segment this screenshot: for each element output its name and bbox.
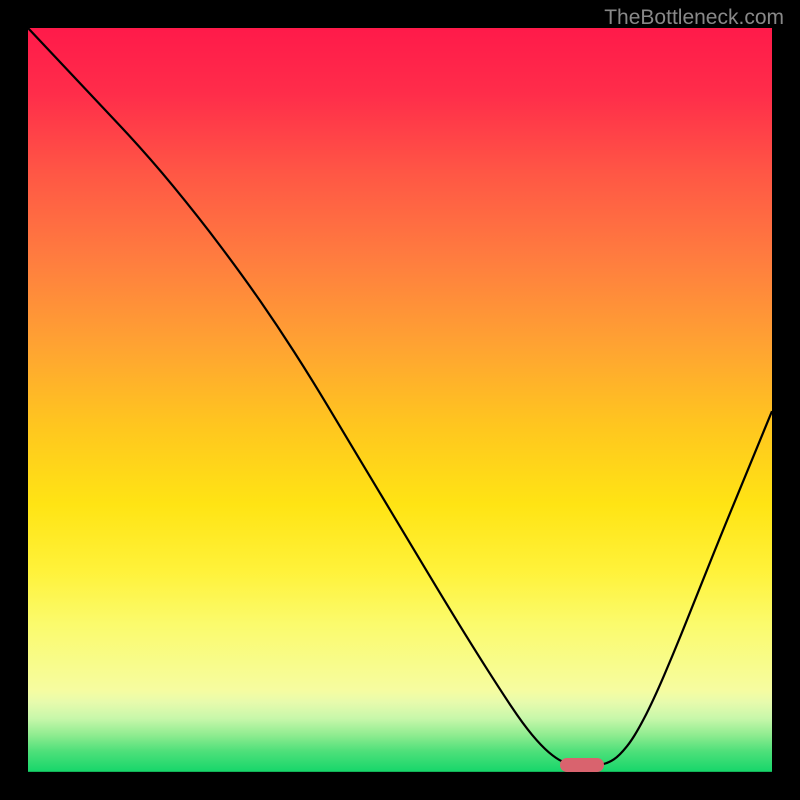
bottleneck-curve xyxy=(28,28,772,772)
watermark-text: TheBottleneck.com xyxy=(604,6,784,30)
optimal-marker xyxy=(560,758,604,772)
chart-plot-area xyxy=(28,28,772,772)
